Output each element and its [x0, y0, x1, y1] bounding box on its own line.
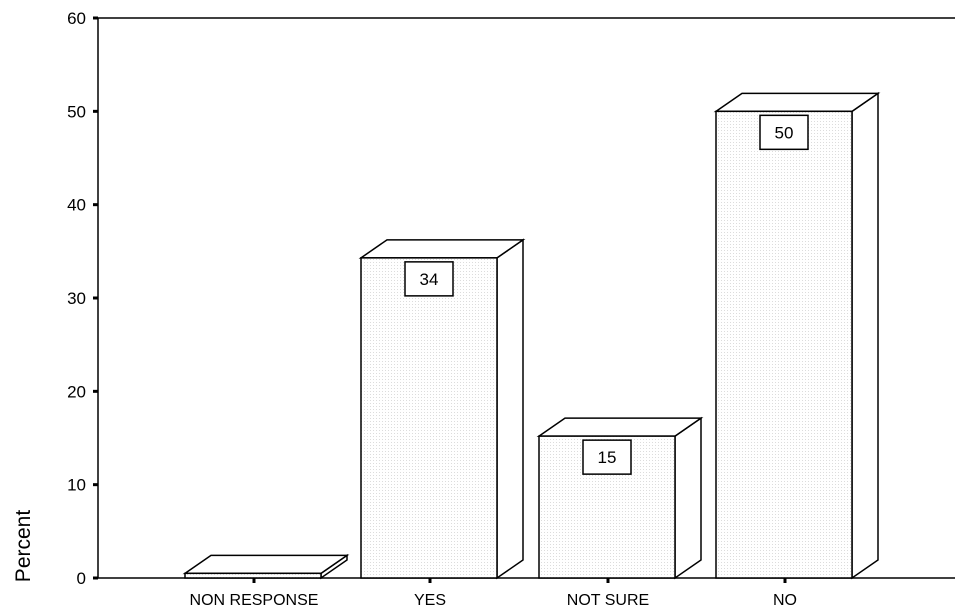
y-axis: 0 10 20 30 40 50 60 — [67, 9, 98, 588]
bar-top — [182, 554, 350, 575]
data-label-text: 15 — [598, 448, 617, 467]
data-label-box — [404, 261, 454, 297]
bar-front — [715, 110, 853, 579]
bar — [182, 553, 350, 580]
bar-side — [851, 91, 879, 580]
bar-top — [358, 239, 526, 259]
data-label: 50 — [759, 114, 809, 151]
data-label: 34 — [404, 261, 454, 297]
bar-side — [496, 238, 524, 580]
data-label-box — [582, 439, 632, 475]
x-tick-label: NON RESPONSE — [190, 592, 319, 609]
bar-top — [536, 417, 704, 437]
bar-side — [674, 416, 702, 580]
x-axis: NON RESPONSE YES NOT SURE NO — [98, 577, 955, 609]
data-label-text: 34 — [420, 270, 439, 289]
y-tick-label: 20 — [67, 382, 86, 401]
y-tick-label: 60 — [67, 9, 86, 28]
x-tick-label: NO — [773, 592, 797, 609]
y-tick-label: 10 — [67, 476, 86, 495]
y-axis-label: Percent — [12, 510, 35, 583]
data-label-box — [759, 114, 809, 151]
data-labels: 34 15 50 — [404, 114, 809, 475]
x-tick-label: NOT SURE — [567, 592, 649, 609]
bar-front — [360, 257, 498, 579]
bar — [713, 91, 881, 580]
bar-front — [184, 572, 322, 579]
y-tick-label: 30 — [67, 289, 86, 308]
y-tick-label: 0 — [77, 569, 86, 588]
y-tick-label: 50 — [67, 102, 86, 121]
data-label-text: 50 — [775, 123, 794, 142]
bars — [182, 91, 881, 580]
bar-top — [713, 92, 881, 113]
data-label: 15 — [582, 439, 632, 475]
x-tick-label: YES — [414, 592, 446, 609]
y-tick-label: 40 — [67, 196, 86, 215]
bar — [358, 238, 526, 580]
